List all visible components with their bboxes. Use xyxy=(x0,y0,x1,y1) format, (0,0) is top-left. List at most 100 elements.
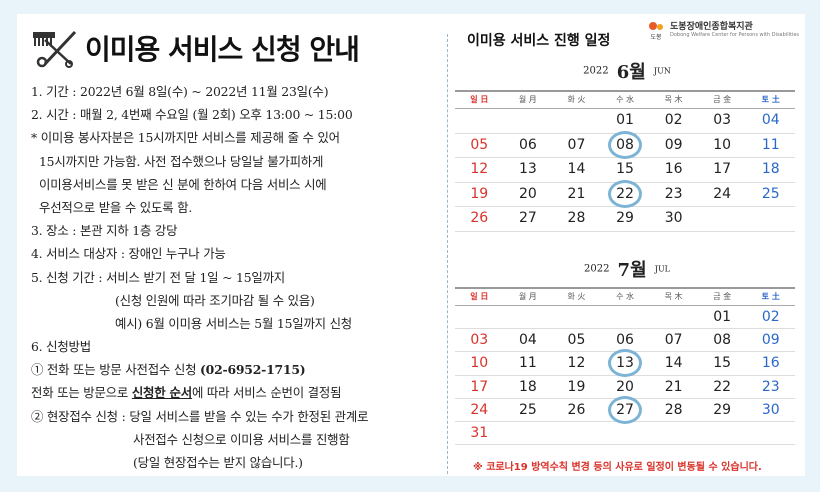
calendar-day: 17 xyxy=(713,161,732,177)
calendar-empty-cell xyxy=(455,109,504,133)
calendar-day: 17 xyxy=(470,378,489,395)
guide-body: 1. 기간 : 2022년 6월 8일(수) ~ 2022년 11월 23일(수… xyxy=(31,80,431,474)
calendar-empty-cell xyxy=(601,422,650,444)
calendar-day: 16 xyxy=(664,161,683,177)
calendar-empty-cell xyxy=(504,306,553,328)
volunteer-note-line: 15시까지만 가능함. 사전 접수했으나 당일날 불가피하게 xyxy=(39,153,324,169)
application-guide: 이미용 서비스 신청 안내 1. 기간 : 2022년 6월 8일(수) ~ 2… xyxy=(31,24,431,474)
calendar-day: 13 xyxy=(601,349,650,378)
logo-subtitle: Dobong Welfare Center for Persons with D… xyxy=(670,32,799,38)
welfare-center-logo: 도봉 도봉장애인종합복지관 Dobong Welfare Center for … xyxy=(645,20,799,40)
weekday-label: 월 月 xyxy=(518,292,537,301)
calendar-day: 31 xyxy=(470,424,489,441)
calendar-empty-cell xyxy=(698,207,747,231)
calendar-day: 27 xyxy=(518,210,537,226)
calendar-day: 10 xyxy=(713,136,732,153)
june-month: 6월 xyxy=(616,62,646,83)
schedule-change-notice: ※ 코로나19 방역수칙 변경 등의 사유로 일정이 변동될 수 있습니다. xyxy=(473,462,762,473)
calendar-week: 10 11 12 13 14 15 16 xyxy=(455,349,795,378)
target-line: 4. 서비스 대상자 : 장애인 누구나 가능 xyxy=(31,246,226,262)
calendar-day: 08 xyxy=(713,332,732,349)
calendar-week: 26 27 28 29 30 xyxy=(455,207,795,232)
weekday-label: 목 木 xyxy=(664,95,683,104)
calendar-day: 18 xyxy=(761,161,780,177)
calendar-week: 01 02 03 04 xyxy=(455,109,795,134)
method-heading: 6. 신청방법 xyxy=(31,339,91,355)
weekday-label: 월 月 xyxy=(518,95,537,104)
apply-period-example: 예시) 6월 이미용 서비스는 5월 15일까지 신청 xyxy=(115,315,352,331)
apply-period-line: 5. 신청 기간 : 서비스 받기 전 달 1일 ~ 15일까지 xyxy=(31,269,286,285)
phone-number: (02-6952-1715) xyxy=(200,362,306,378)
calendar-day: 11 xyxy=(518,355,537,372)
calendar-day: 08 xyxy=(601,131,650,160)
calendar-week: 01 02 xyxy=(455,306,795,330)
time-line: 2. 시간 : 매월 2, 4번째 수요일 (월 2회) 오후 13:00 ~ … xyxy=(31,107,353,123)
calendar-day: 03 xyxy=(470,332,489,349)
schedule-title: 이미용 서비스 진행 일정 xyxy=(467,33,611,49)
calendar-empty-cell xyxy=(552,422,601,444)
calendar-day: 19 xyxy=(470,185,489,202)
calendar-day: 29 xyxy=(616,210,634,226)
section-divider xyxy=(447,34,448,474)
weekday-label: 수 水 xyxy=(616,292,634,301)
calendar-day: 06 xyxy=(518,136,537,153)
july-month: 7월 xyxy=(617,260,647,281)
june-heading: 2022 6월 JUN xyxy=(449,58,805,84)
june-month-en: JUN xyxy=(653,66,671,76)
calendar-empty-cell xyxy=(746,207,795,231)
method1-line: ① 전화 또는 방문 사전접수 신청 (02-6952-1715) xyxy=(31,358,431,381)
calendar-empty-cell xyxy=(649,306,698,328)
service-schedule: 이미용 서비스 진행 일정 도봉 도봉장애인종합복지관 Dobong Welfa… xyxy=(449,14,805,476)
service-day-circle xyxy=(608,349,643,378)
calendar-day: 26 xyxy=(567,401,586,418)
calendar-empty-cell xyxy=(698,422,747,444)
calendar-day: 23 xyxy=(761,378,780,395)
calendar-empty-cell xyxy=(649,422,698,444)
calendar-day: 04 xyxy=(761,112,780,128)
method2-line: (당일 현장접수는 받지 않습니다.) xyxy=(133,455,303,470)
calendar-day: 07 xyxy=(664,332,683,349)
calendar-day: 29 xyxy=(713,401,732,418)
logo-name: 도봉장애인종합복지관 xyxy=(670,22,753,32)
calendar-week: 03 04 05 06 07 08 09 xyxy=(455,329,795,353)
july-month-en: JUL xyxy=(654,264,670,274)
weekday-label: 화 火 xyxy=(567,95,586,104)
place-line: 3. 장소 : 본관 지하 1층 강당 xyxy=(31,223,178,239)
method2-line: ② 현장접수 신청 : 당일 서비스를 받을 수 있는 수가 한정된 관계로 xyxy=(31,408,369,424)
calendar-day: 06 xyxy=(616,332,634,349)
guide-header: 이미용 서비스 신청 안내 xyxy=(31,24,431,72)
weekday-label: 목 木 xyxy=(664,292,683,301)
calendar-day: 28 xyxy=(664,401,683,418)
calendar-day: 03 xyxy=(713,112,732,128)
calendar-empty-cell xyxy=(504,422,553,444)
calendar-day: 25 xyxy=(761,185,780,202)
svg-text:도봉: 도봉 xyxy=(650,33,662,40)
calendar-empty-cell xyxy=(455,306,504,328)
calendar-day: 24 xyxy=(470,401,489,418)
calendar-day: 25 xyxy=(518,401,537,418)
calendar-week: 19 20 21 22 23 24 25 xyxy=(455,180,795,209)
calendar-day: 20 xyxy=(518,185,537,202)
calendar-day: 07 xyxy=(567,136,586,153)
calendar-day: 22 xyxy=(601,180,650,209)
method1-note-suffix: 에 따라 서비스 순번이 결정됨 xyxy=(191,385,342,401)
calendar-day: 26 xyxy=(470,210,489,226)
calendar-day: 15 xyxy=(616,161,634,177)
calendar-day: 10 xyxy=(470,355,489,372)
calendar-day: 21 xyxy=(567,185,586,202)
weekday-label: 토 土 xyxy=(761,95,780,104)
welfare-center-logo-icon: 도봉 xyxy=(649,22,664,40)
calendar-week: 05 06 07 08 09 10 11 xyxy=(455,131,795,160)
weekday-label: 화 火 xyxy=(567,292,586,301)
june-calendar: 일 日 월 月 화 火 수 水 목 木 금 金 토 土 01 02 03 04 05 06 07 08 09 1… xyxy=(455,90,795,232)
calendar-day: 12 xyxy=(567,355,586,372)
volunteer-note-line: 이미용서비스를 못 받은 신 분에 한하여 다음 서비스 시에 xyxy=(39,176,327,192)
calendar-day: 02 xyxy=(664,112,683,128)
weekday-label: 일 日 xyxy=(470,292,489,301)
calendar-day: 14 xyxy=(664,355,683,372)
weekday-label: 수 水 xyxy=(616,95,634,104)
service-day-circle xyxy=(608,395,643,424)
method1-note: 전화 또는 방문으로 신청한 순서에 따라 서비스 순번이 결정됨 xyxy=(31,381,431,404)
volunteer-note-line: 우선적으로 받을 수 있도록 함. xyxy=(39,199,193,215)
method1-note-emphasis: 신청한 순서 xyxy=(131,385,192,401)
